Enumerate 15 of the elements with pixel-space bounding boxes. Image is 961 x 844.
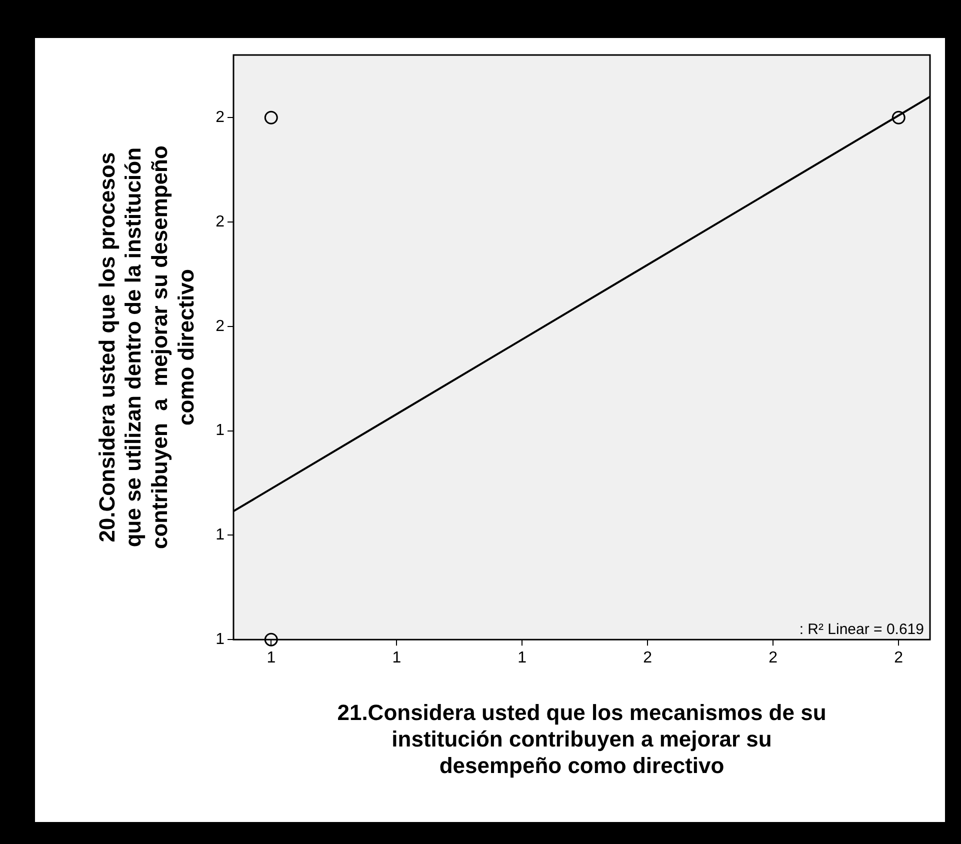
x-tick-label: 1 — [266, 650, 276, 667]
y-tick-label: 2 — [216, 109, 225, 126]
x-tick-label: 1 — [518, 650, 527, 667]
x-tick-label: 2 — [894, 650, 904, 667]
y-tick-label: 1 — [216, 526, 225, 544]
annotation: : R² Linear = 0.619 — [799, 621, 924, 638]
x-axis-title: 21.Considera usted que los mecanismos de su institución contribuyen a mejorar su desempeño como directivo — [337, 700, 826, 778]
y-tick-label: 2 — [216, 318, 225, 335]
y-tick-label: 1 — [216, 422, 225, 440]
x-tick-label: 1 — [392, 650, 402, 667]
x-tick-label: 2 — [768, 650, 778, 667]
y-tick-label: 2 — [216, 213, 225, 230]
x-tick-label: 2 — [643, 650, 652, 667]
y-tick-label: 1 — [216, 631, 225, 648]
y-axis-title: 20.Considera usted que los procesos que se utilizan dentro de la institución contribuyen a mejorar su desempeño como directivo — [94, 146, 198, 550]
